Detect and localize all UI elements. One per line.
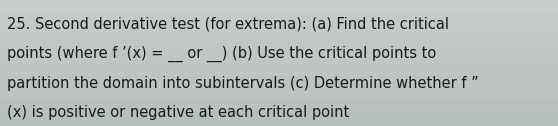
Text: (x) is positive or negative at each critical point: (x) is positive or negative at each crit… (7, 105, 349, 120)
Text: 25. Second derivative test (for extrema): (a) Find the critical: 25. Second derivative test (for extrema)… (7, 16, 449, 31)
Text: points (where f ’(x) = __ or __) (b) Use the critical points to: points (where f ’(x) = __ or __) (b) Use… (7, 46, 436, 62)
Text: partition the domain into subintervals (c) Determine whether f ”: partition the domain into subintervals (… (7, 76, 479, 91)
